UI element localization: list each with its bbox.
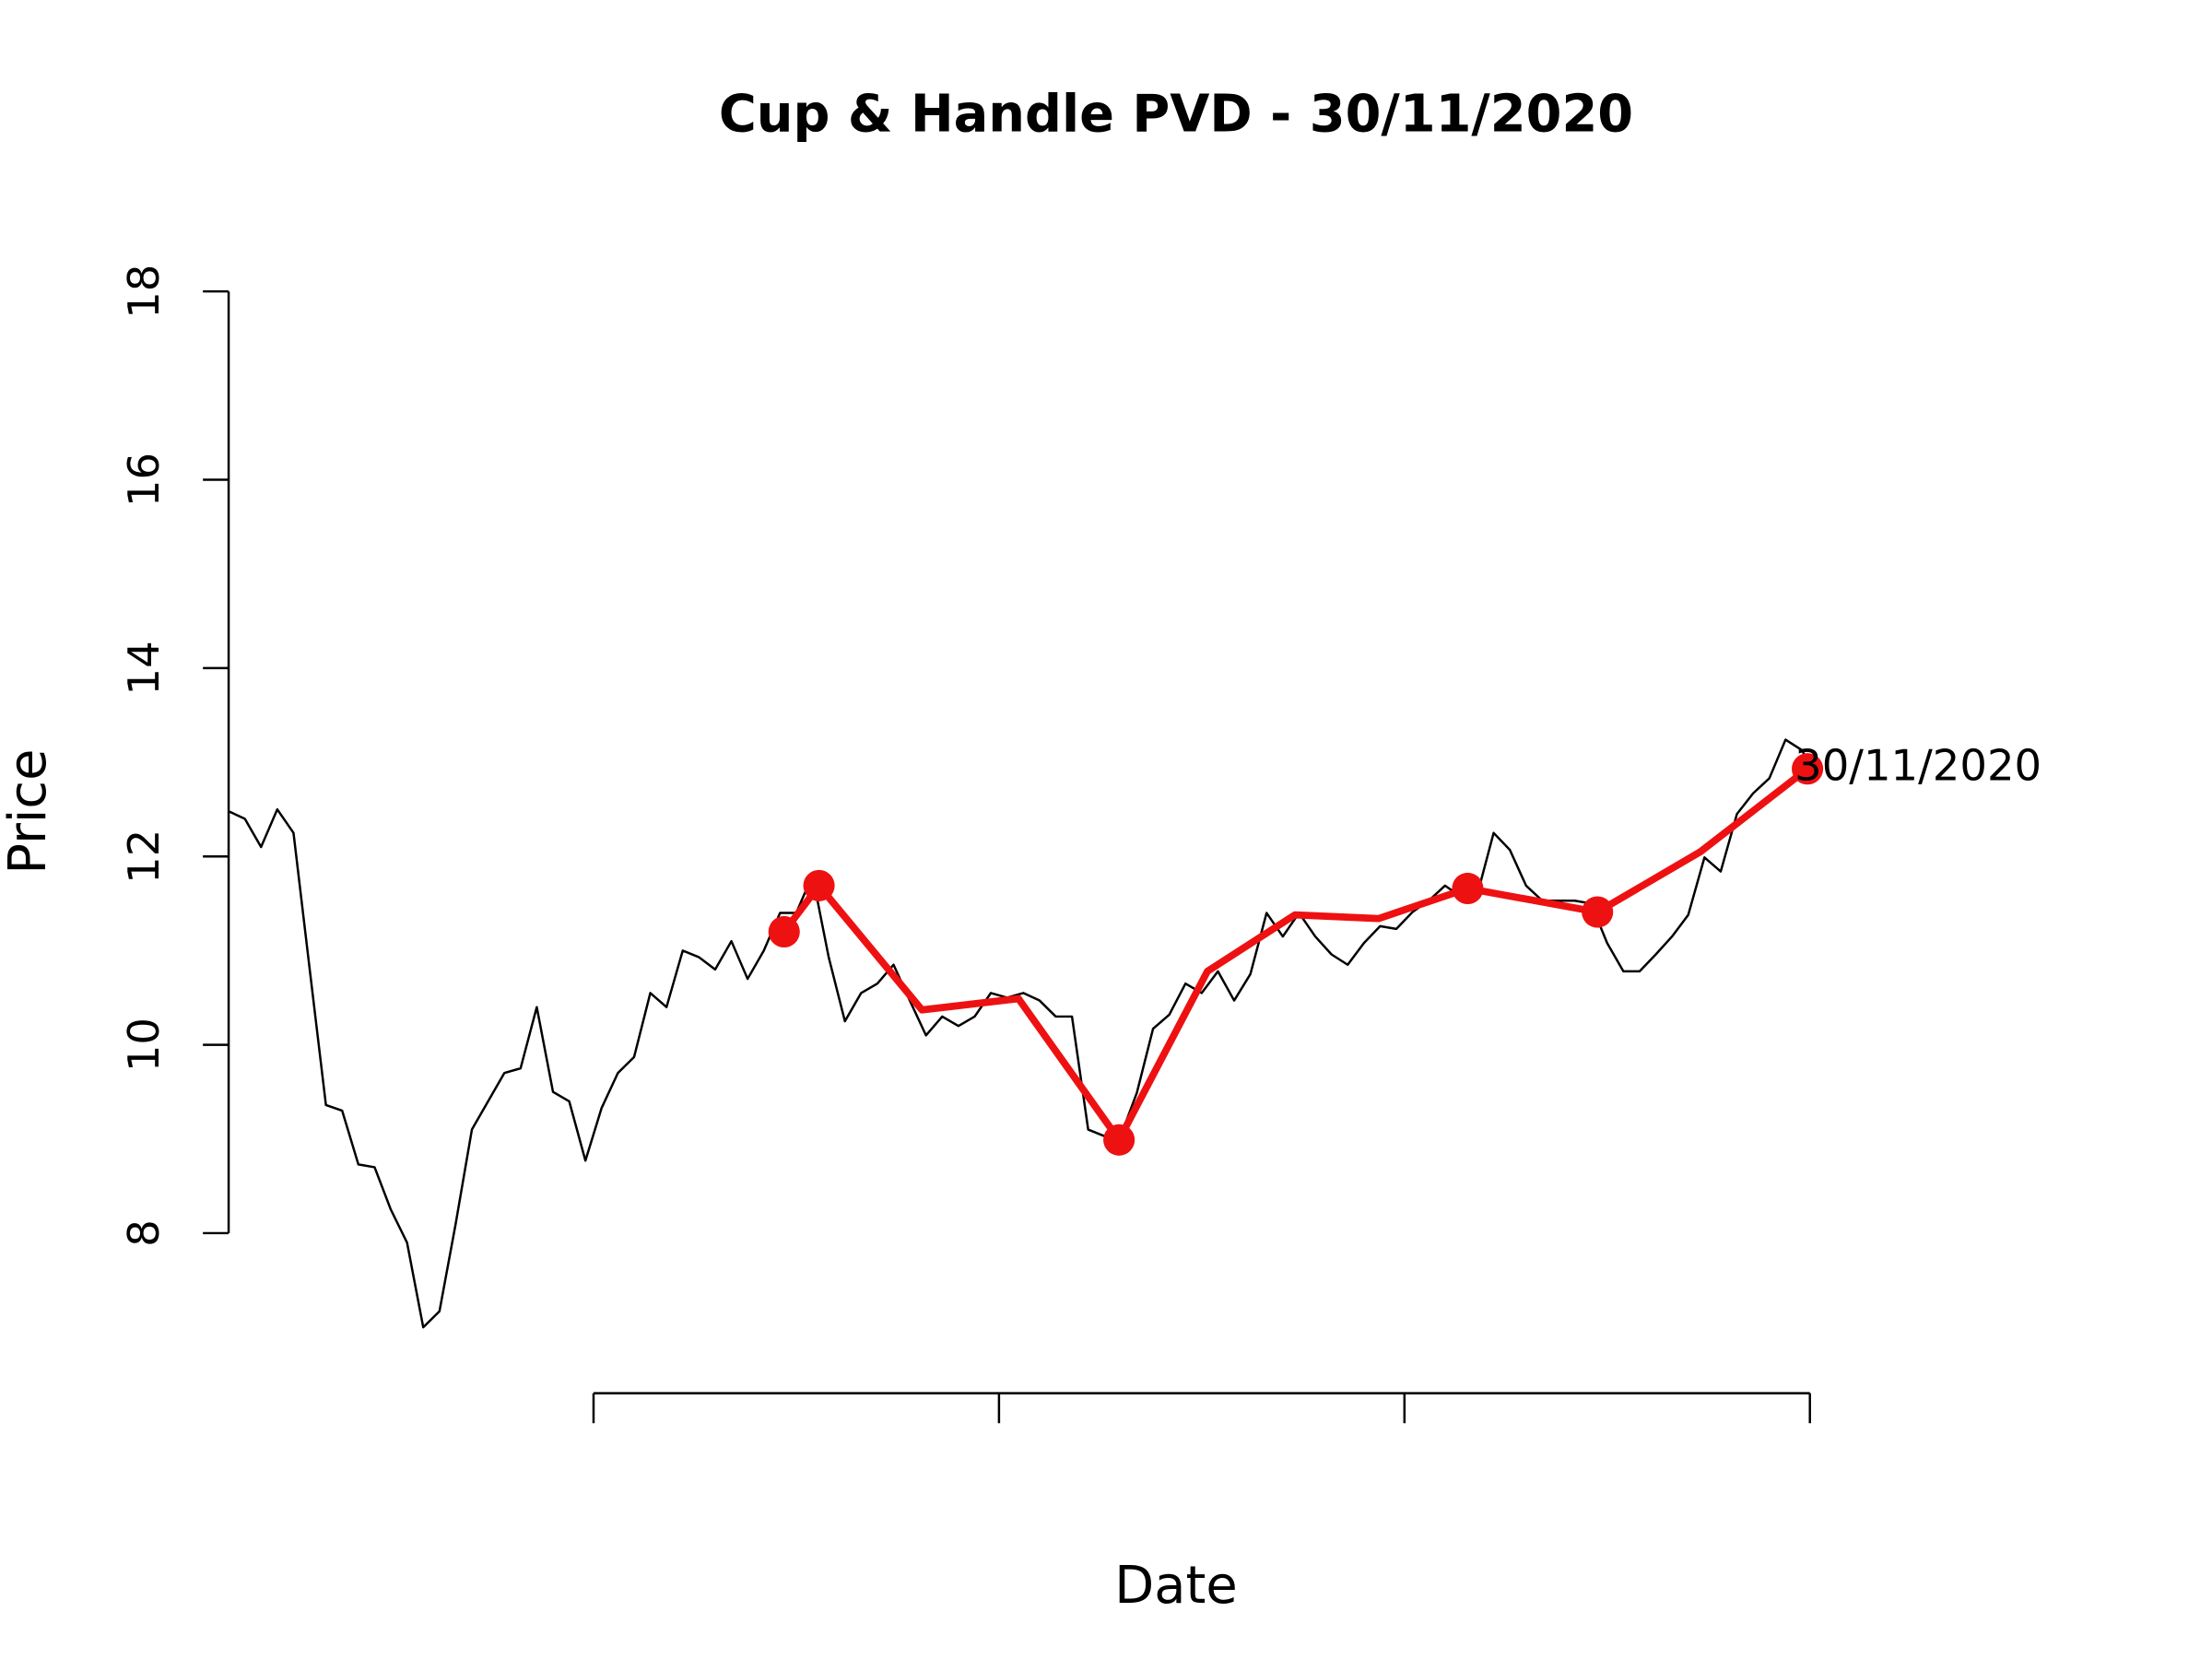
y-tick-label: 10: [119, 1018, 169, 1072]
y-tick-label: 18: [119, 265, 169, 319]
y-tick-label: 12: [119, 830, 169, 884]
annotation: 30/11/2020: [1794, 741, 2041, 791]
y-tick-label: 16: [119, 453, 169, 507]
x-axis-label: Date: [1114, 1556, 1237, 1616]
pattern-point: [768, 915, 800, 948]
y-tick-label: 14: [119, 641, 169, 695]
y-axis-label: Price: [0, 749, 58, 875]
pattern-point: [1792, 753, 1824, 785]
pattern-point: [1582, 896, 1614, 928]
pattern-point: [803, 869, 835, 901]
chart-title: Cup & Handle PVD - 30/11/2020: [719, 84, 1633, 144]
pattern-point: [1452, 872, 1484, 905]
y-tick-label: 8: [119, 1219, 169, 1247]
pattern-point: [1103, 1124, 1135, 1156]
pattern-line: [781, 766, 1810, 1144]
